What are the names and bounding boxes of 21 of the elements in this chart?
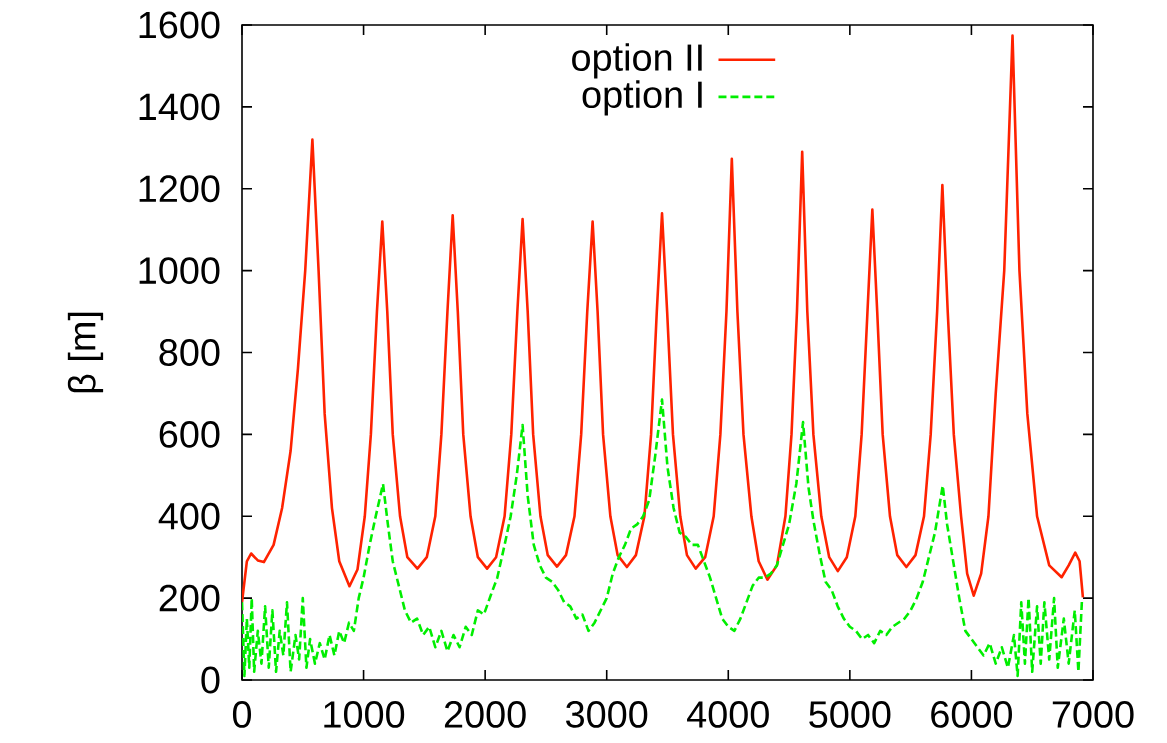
y-tick-label: 1600 bbox=[139, 11, 220, 39]
x-tick-label: 6000 bbox=[931, 701, 1013, 728]
y-tick-label: 200 bbox=[159, 584, 220, 612]
x-tick-label: 5000 bbox=[809, 701, 891, 728]
y-axis-title: β [m] bbox=[67, 312, 104, 393]
x-tick-label: 4000 bbox=[687, 701, 769, 728]
x-tick-label: 1000 bbox=[324, 701, 405, 728]
y-tick-label: 1400 bbox=[139, 93, 220, 121]
y-tick-label: 600 bbox=[159, 420, 220, 448]
x-tick-label: 3000 bbox=[566, 701, 648, 728]
y-tick-label: 400 bbox=[158, 502, 220, 530]
legend-label: option I bbox=[582, 80, 702, 116]
y-tick-label: 1000 bbox=[139, 257, 220, 285]
legend-label: option II bbox=[572, 43, 702, 79]
y-tick-label: 800 bbox=[159, 339, 220, 366]
x-tick-label: 7000 bbox=[1052, 701, 1134, 728]
x-tick-label: 0 bbox=[232, 701, 252, 728]
line-series bbox=[242, 34, 1085, 604]
y-tick-label: 0 bbox=[201, 666, 220, 694]
y-tick-label: 1200 bbox=[139, 175, 220, 203]
x-tick-label: 2000 bbox=[444, 701, 526, 728]
